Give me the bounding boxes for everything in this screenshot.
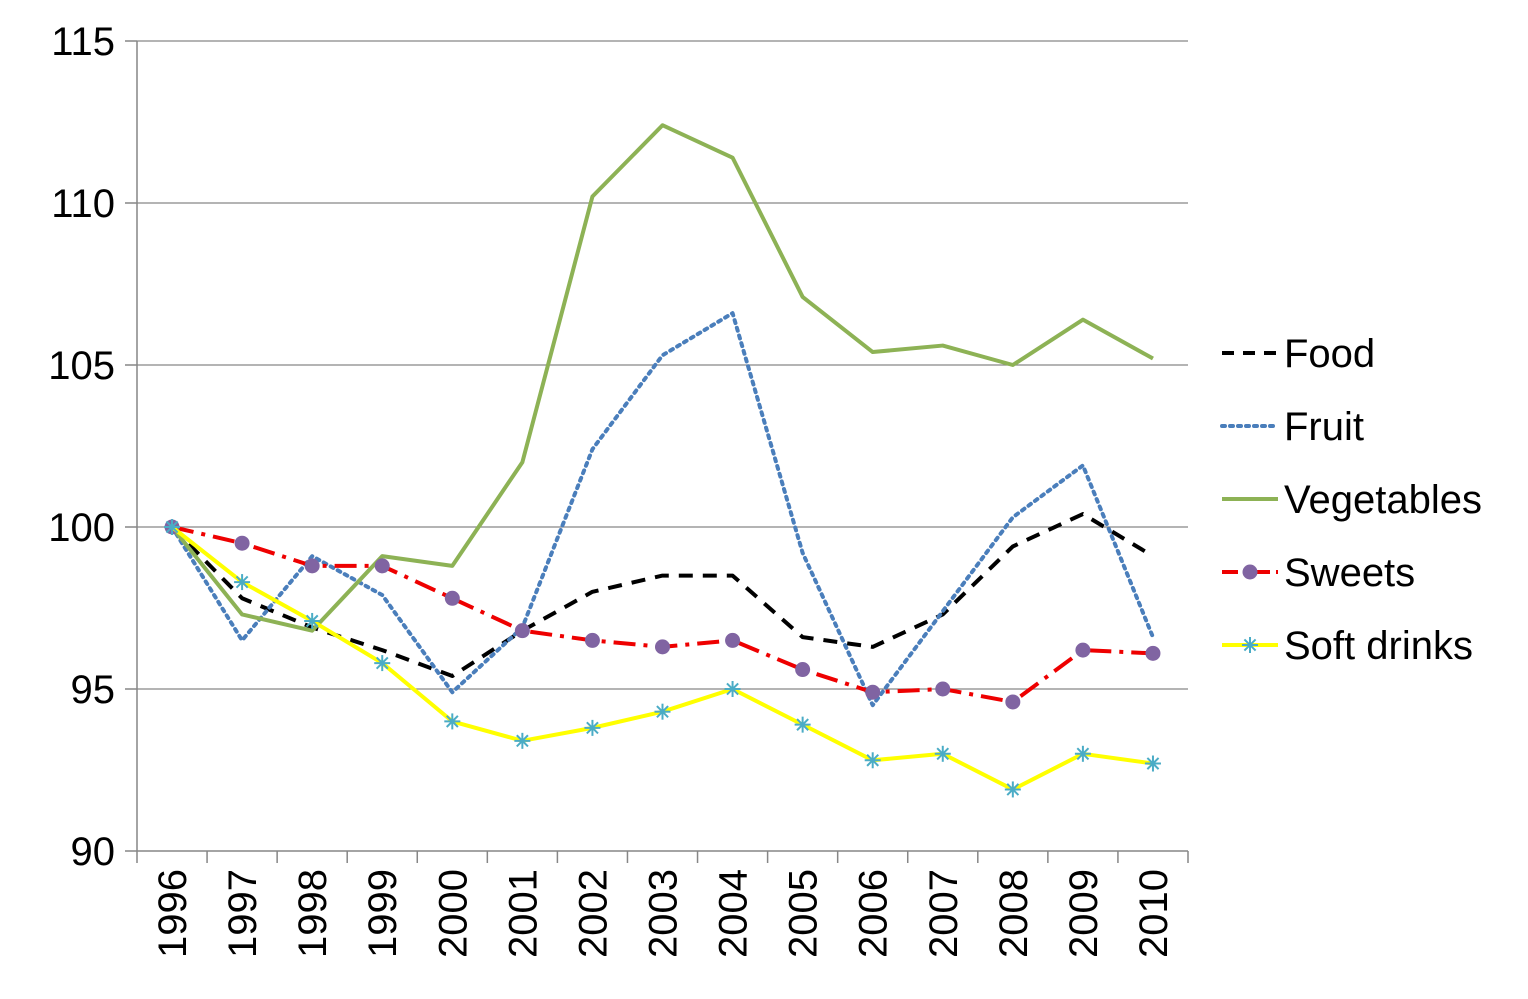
legend-label-soft-drinks: Soft drinks [1284, 624, 1473, 668]
legend-label-sweets: Sweets [1284, 551, 1415, 595]
legend-entry-sweets: Sweets [1222, 551, 1415, 595]
data-point-sweets [444, 590, 460, 606]
x-tick-label: 1998 [291, 869, 335, 958]
y-tick-label: 115 [51, 20, 115, 64]
data-point-soft-drinks [164, 519, 181, 535]
y-tick-label: 100 [48, 506, 115, 550]
data-point-sweets [1075, 642, 1091, 658]
data-point-sweets [1145, 645, 1161, 661]
data-point-sweets [374, 558, 390, 574]
legend-label-fruit: Fruit [1284, 405, 1364, 449]
data-point-soft-drinks [1144, 755, 1161, 772]
data-point-sweets [655, 639, 670, 655]
data-point-soft-drinks [514, 732, 531, 749]
legend-entry-vegetables: Vegetables [1222, 478, 1482, 522]
data-point-soft-drinks [444, 713, 461, 730]
data-point-soft-drinks [864, 752, 881, 769]
x-tick-label: 1996 [151, 869, 195, 958]
data-point-soft-drinks [304, 612, 321, 629]
x-tick-label: 1999 [361, 869, 405, 958]
legend: Food Fruit Vegetables Sweets Soft drinks [1220, 332, 1482, 668]
x-tick-label: 2004 [712, 869, 756, 958]
data-point-sweets [935, 681, 951, 697]
series-lines [164, 123, 1161, 798]
y-tick-label: 90 [71, 830, 116, 874]
x-tick-label: 2009 [1062, 869, 1106, 958]
data-point-sweets [1005, 694, 1021, 710]
axes [136, 41, 1188, 852]
legend-label-food: Food [1284, 332, 1375, 376]
y-axis-ticks: 90 95 100 105 110 115 [48, 20, 137, 874]
data-point-soft-drinks [934, 745, 951, 762]
data-point-sweets [234, 535, 250, 551]
data-point-soft-drinks [654, 703, 671, 720]
legend-marker-sweets [1242, 564, 1258, 580]
data-point-soft-drinks [1074, 745, 1091, 762]
series-soft-drinks [164, 519, 1161, 798]
legend-entry-food: Food [1222, 332, 1375, 376]
legend-entry-fruit: Fruit [1220, 405, 1364, 449]
x-tick-label: 2008 [992, 869, 1036, 958]
data-point-soft-drinks [1004, 781, 1021, 798]
x-tick-label: 2003 [642, 869, 686, 958]
series-vegetables [170, 123, 1154, 633]
data-point-soft-drinks [374, 655, 391, 672]
gridlines [137, 40, 1188, 690]
data-point-sweets [725, 632, 741, 648]
data-point-sweets [584, 632, 600, 648]
series-fruit [170, 311, 1155, 708]
x-tick-label: 2006 [852, 869, 896, 958]
x-tick-label: 2010 [1132, 869, 1176, 958]
data-point-sweets [865, 684, 881, 700]
data-point-food [1152, 556, 1153, 557]
data-point-soft-drinks [234, 574, 251, 591]
data-point-soft-drinks [584, 719, 601, 736]
legend-label-vegetables: Vegetables [1284, 478, 1482, 522]
x-tick-label: 2002 [571, 869, 615, 958]
data-point-soft-drinks [724, 681, 741, 697]
y-tick-label: 110 [51, 182, 115, 226]
data-point-sweets [514, 623, 530, 639]
series-line-sweets [171, 525, 1154, 704]
x-tick-label: 2007 [922, 869, 966, 958]
x-axis-ticks: 1996 1997 1998 1999 2000 2001 2002 2003 2004 2005… [136, 851, 1189, 958]
series-sweets [164, 519, 1161, 710]
data-point-sweets [304, 558, 320, 574]
legend-entry-soft-drinks: Soft drinks [1222, 624, 1473, 668]
series-line-vegetables [170, 123, 1154, 633]
x-tick-label: 2005 [782, 869, 826, 958]
data-point-soft-drinks [794, 716, 811, 733]
y-tick-label: 105 [48, 344, 115, 388]
y-tick-label: 95 [71, 668, 116, 712]
x-tick-label: 2001 [501, 869, 545, 958]
series-line-fruit [170, 311, 1155, 708]
x-tick-label: 2000 [431, 869, 475, 958]
legend-marker-soft-drinks [1242, 637, 1258, 653]
x-tick-label: 1997 [221, 869, 265, 958]
data-point-sweets [795, 662, 811, 678]
